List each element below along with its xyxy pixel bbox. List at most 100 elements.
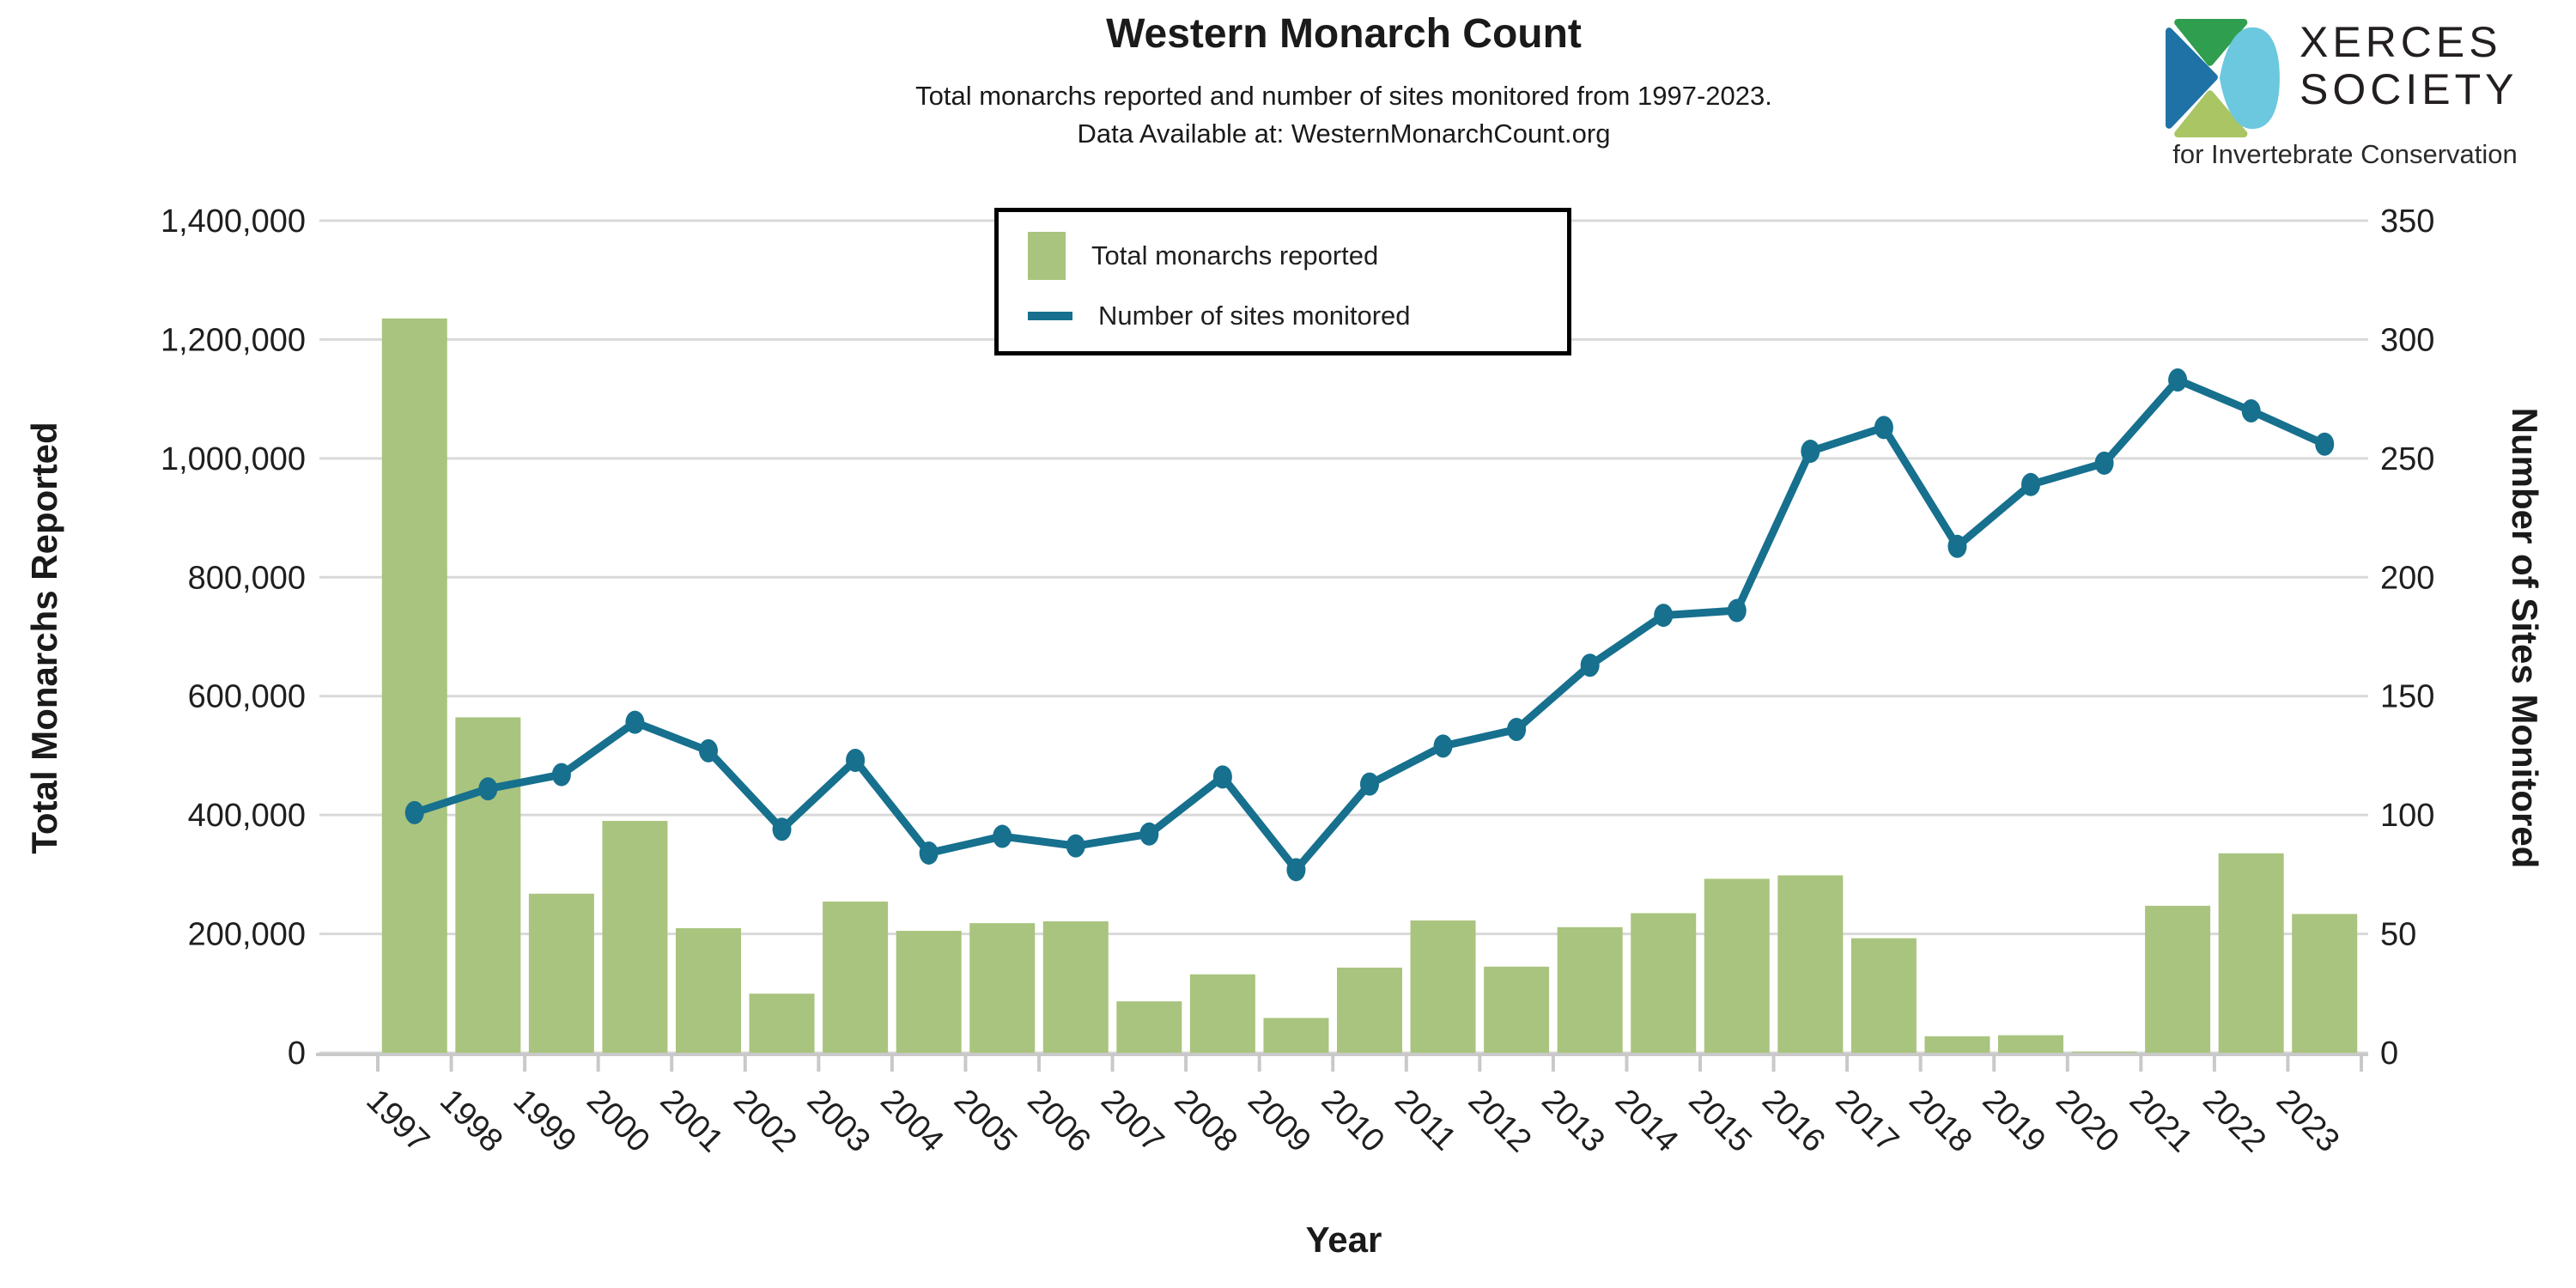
year-label-2016: 2016 <box>1755 1083 1832 1159</box>
legend-label-monarchs: Total monarchs reported <box>1091 240 1379 271</box>
bar-2021 <box>2145 905 2211 1053</box>
legend-item-monarchs: Total monarchs reported <box>1028 232 1567 281</box>
line-point-2023 <box>2315 432 2335 456</box>
left-axis-tick-label: 1,000,000 <box>161 441 306 477</box>
year-label-2001: 2001 <box>653 1083 730 1159</box>
year-label-2009: 2009 <box>1241 1083 1317 1159</box>
logo-triangle-blue <box>2166 27 2218 129</box>
bar-2010 <box>1337 967 1402 1053</box>
left-axis-tick-label: 600,000 <box>188 679 306 715</box>
line-point-2021 <box>2168 368 2188 392</box>
logo-name-line-2: SOCIETY <box>2300 65 2518 113</box>
line-point-2013 <box>1580 653 1600 677</box>
line-point-2011 <box>1433 734 1453 758</box>
year-label-2008: 2008 <box>1168 1083 1244 1159</box>
bar-2004 <box>896 931 962 1053</box>
year-label-2010: 2010 <box>1315 1083 1391 1159</box>
line-point-2002 <box>772 817 792 841</box>
right-axis-tick-label: 150 <box>2380 679 2434 715</box>
right-axis-tick-label: 100 <box>2380 798 2434 834</box>
logo-tagline: for Invertebrate Conservation <box>2172 139 2518 169</box>
year-label-2021: 2021 <box>2123 1083 2199 1159</box>
bar-2005 <box>969 923 1036 1053</box>
bar-2013 <box>1557 927 1623 1053</box>
bar-2014 <box>1631 913 1697 1053</box>
left-axis-tick-label: 0 <box>288 1036 306 1072</box>
year-label-2013: 2013 <box>1534 1083 1611 1159</box>
x-axis-title: Year <box>1305 1219 1382 1260</box>
right-axis-tick-label: 250 <box>2380 441 2434 477</box>
year-label-2019: 2019 <box>1976 1083 2052 1159</box>
logo-wordmark: XERCES SOCIETY <box>2300 19 2518 113</box>
line-point-2004 <box>919 841 939 865</box>
line-point-2015 <box>1727 598 1747 623</box>
bar-2011 <box>1410 920 1476 1053</box>
logo-triangle-yellow-green <box>2174 90 2248 137</box>
bar-2018 <box>1924 1036 1990 1053</box>
year-label-2022: 2022 <box>2196 1083 2272 1159</box>
xerces-society-logo: XERCES SOCIETY for Invertebrate Conserva… <box>2160 14 2547 177</box>
year-label-2007: 2007 <box>1094 1083 1170 1159</box>
chart-header: Western Monarch Count Total monarchs rep… <box>382 10 2306 153</box>
right-axis-tick-label: 0 <box>2380 1036 2398 1072</box>
year-label-2000: 2000 <box>580 1083 656 1159</box>
bar-swatch-icon <box>1028 232 1066 281</box>
year-label-2018: 2018 <box>1902 1083 1978 1159</box>
year-label-2006: 2006 <box>1020 1083 1097 1159</box>
left-axis-tick-label: 1,200,000 <box>161 322 306 358</box>
line-point-2000 <box>625 710 645 734</box>
line-point-2014 <box>1654 604 1674 628</box>
year-label-2011: 2011 <box>1388 1083 1462 1157</box>
right-axis-tick-label: 200 <box>2380 560 2434 596</box>
bar-2023 <box>2292 914 2358 1053</box>
right-axis-tick-label: 300 <box>2380 322 2434 358</box>
right-axis-tick-label: 350 <box>2380 204 2434 240</box>
bar-2001 <box>676 927 741 1053</box>
right-axis-title: Number of Sites Monitored <box>2505 407 2545 869</box>
line-point-2001 <box>699 738 718 762</box>
legend-item-sites: Number of sites monitored <box>1028 301 1567 331</box>
bar-2019 <box>1998 1035 2063 1053</box>
line-point-2008 <box>1212 765 1232 789</box>
line-point-2019 <box>2021 472 2040 496</box>
bar-2007 <box>1116 1001 1182 1053</box>
bar-2016 <box>1777 875 1844 1053</box>
logo-name-line-1: XERCES <box>2300 18 2502 66</box>
year-label-2017: 2017 <box>1829 1083 1905 1159</box>
xerces-x-icon <box>2166 19 2280 137</box>
line-point-2016 <box>1801 440 1820 464</box>
line-point-2005 <box>993 824 1012 848</box>
subtitle-line-2: Data Available at: WesternMonarchCount.o… <box>1077 118 1611 149</box>
line-point-2017 <box>1874 416 1893 440</box>
line-point-1997 <box>404 800 424 824</box>
year-label-2012: 2012 <box>1461 1083 1538 1159</box>
left-axis-tick-label: 400,000 <box>188 798 306 834</box>
sites-monitored-line <box>410 375 2329 874</box>
line-point-2003 <box>846 748 866 772</box>
line-point-2006 <box>1066 834 1085 858</box>
line-point-1998 <box>478 777 498 801</box>
page-title: Western Monarch Count <box>1106 11 1582 57</box>
year-label-2002: 2002 <box>726 1083 803 1159</box>
bar-1998 <box>455 717 521 1053</box>
subtitle-line-1: Total monarchs reported and number of si… <box>915 81 1772 111</box>
bar-2017 <box>1850 938 1917 1053</box>
line-point-2007 <box>1139 822 1159 846</box>
left-axis-tick-label: 800,000 <box>188 560 306 596</box>
year-label-1997: 1997 <box>359 1083 435 1159</box>
year-label-2005: 2005 <box>947 1083 1024 1159</box>
year-label-2015: 2015 <box>1681 1083 1758 1159</box>
year-label-2023: 2023 <box>2269 1083 2346 1159</box>
line-point-2018 <box>1947 534 1967 558</box>
line-point-2012 <box>1507 717 1527 741</box>
bar-2009 <box>1263 1018 1329 1053</box>
bar-2003 <box>823 901 889 1053</box>
left-axis-tick-label: 1,400,000 <box>161 204 306 240</box>
year-label-1998: 1998 <box>433 1083 509 1159</box>
chart-legend: Total monarchs reported Number of sites … <box>994 208 1571 355</box>
year-label-2004: 2004 <box>873 1083 950 1159</box>
logo-triangle-green <box>2174 19 2248 66</box>
line-point-2022 <box>2241 398 2261 422</box>
